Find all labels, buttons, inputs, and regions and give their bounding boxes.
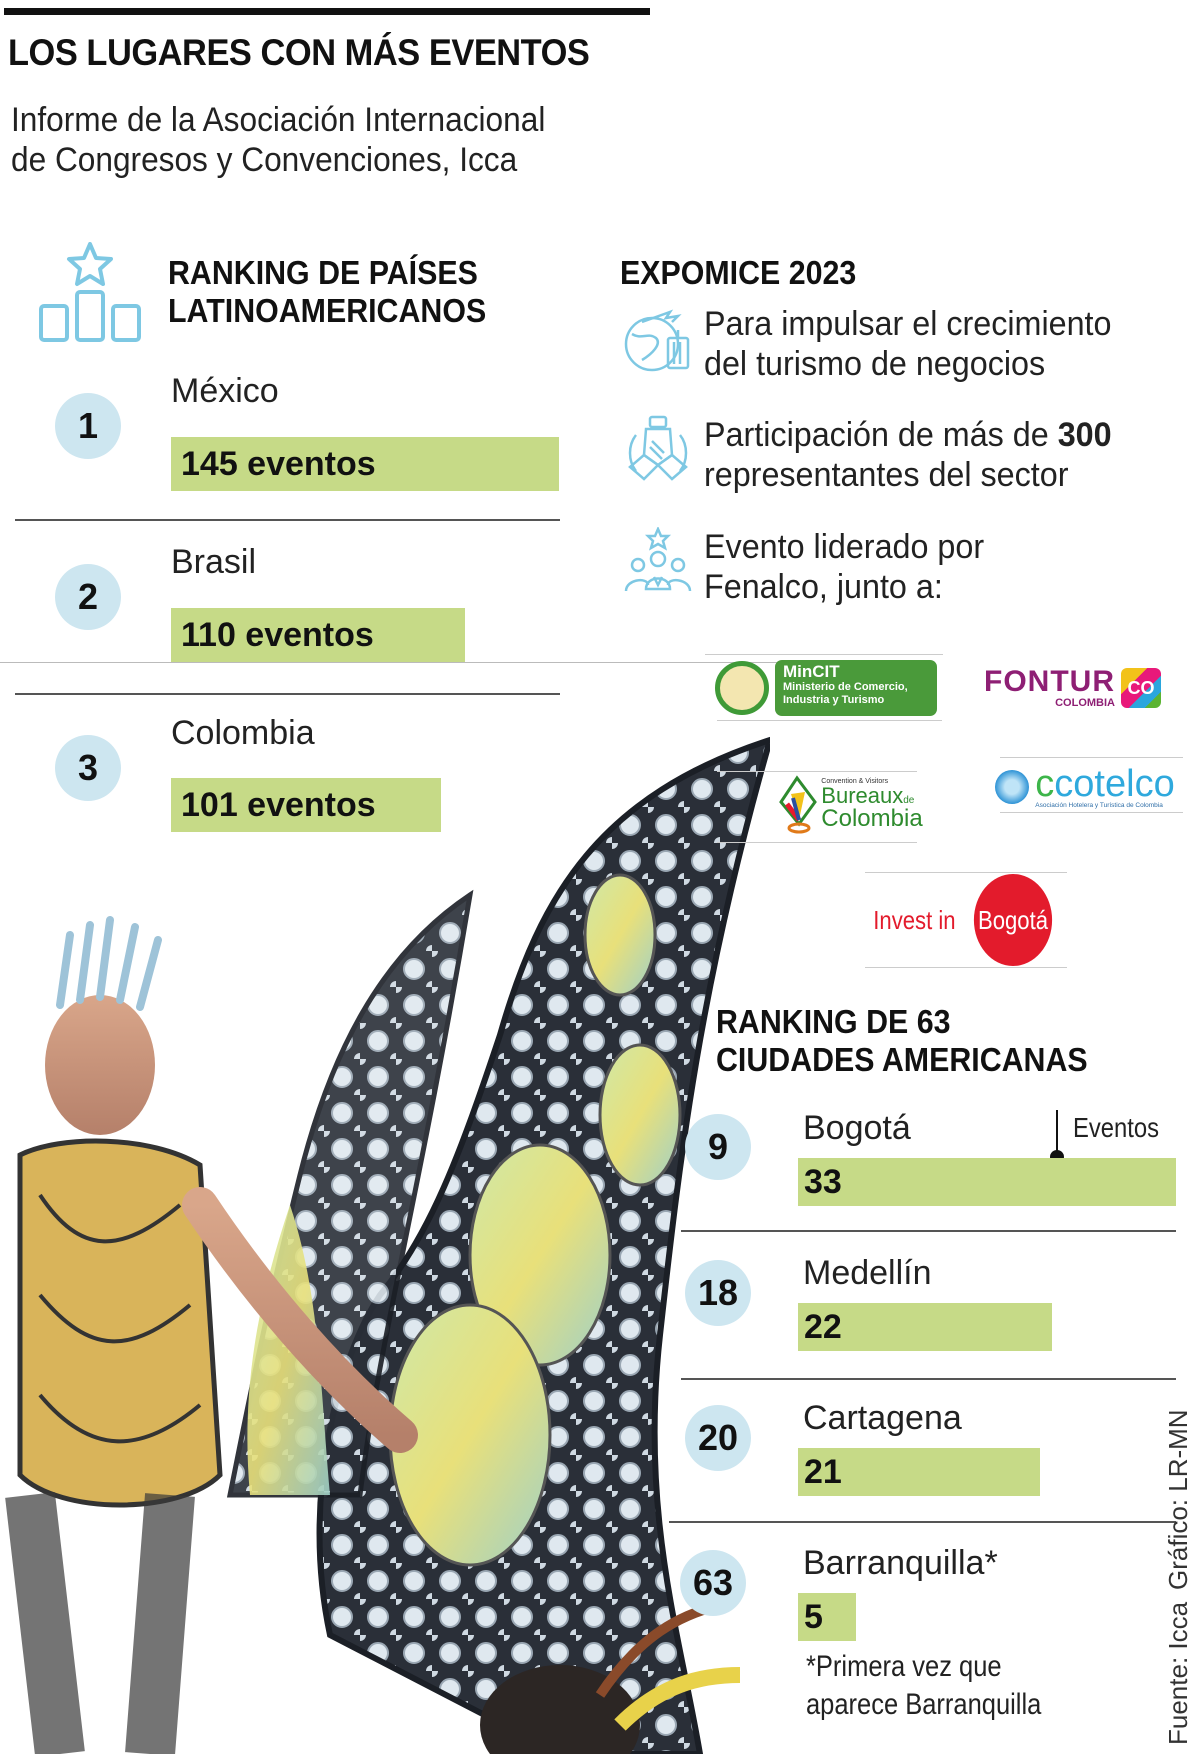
bureaux-title: Bureaux — [821, 782, 904, 808]
bureaux-house-icon — [777, 774, 819, 834]
bureaux-top-text: Convention & Visitors — [821, 777, 889, 785]
city-value-bar: 22 — [798, 1303, 1052, 1351]
rank-badge: 1 — [55, 393, 121, 459]
divider — [15, 693, 560, 695]
country-value-bar: 101 eventos — [171, 778, 441, 832]
city-value-bar: 21 — [798, 1448, 1040, 1496]
city-value-bar: 5 — [798, 1593, 856, 1641]
bureaux-colombia: Colombia — [821, 804, 923, 832]
fontur-co-badge: CO — [1120, 668, 1161, 708]
expomice-item-line: Para impulsar el crecimiento — [704, 305, 1112, 343]
mincit-subtitle-1: Ministerio de Comercio, — [783, 681, 908, 693]
countries-heading-line-1: RANKING DE PAÍSES — [168, 254, 478, 291]
cities-heading-line-2: CIUDADES AMERICANAS — [716, 1041, 1088, 1078]
divider — [669, 1521, 1176, 1523]
footnote: *Primera vez que aparece Barranquilla — [806, 1648, 1041, 1724]
divider — [681, 1230, 1176, 1232]
legend-label: Eventos — [1073, 1112, 1159, 1143]
invest-city: Bogotá — [973, 874, 1053, 966]
city-name: Barranquilla* — [803, 1544, 998, 1582]
divider — [717, 720, 942, 721]
source-credit: Fuente: Icca — [1163, 1601, 1193, 1745]
fontur-subtitle: COLOMBIA — [1055, 697, 1115, 709]
expomice-item-line: del turismo de negocios — [704, 345, 1046, 383]
graphic-credit: Gráfico: LR-MN — [1163, 1409, 1193, 1590]
page-subtitle: Informe de la Asociación Internacional d… — [11, 100, 545, 180]
mincit-title: MinCIT — [783, 662, 840, 681]
cotelco-gem-icon — [995, 770, 1030, 804]
expomice-item: Para impulsar el crecimiento del turismo… — [622, 304, 1133, 384]
colombia-coat-of-arms-icon — [715, 661, 769, 715]
carnival-dancer-photo — [0, 735, 770, 1754]
podium-star-icon — [38, 242, 142, 347]
cotelco-subtitle: Asociación Hotelera y Turística de Colom… — [1035, 801, 1163, 809]
team-leader-icon — [622, 525, 694, 599]
country-name: Colombia — [171, 714, 315, 752]
cotelco-title: cotelco — [1054, 762, 1175, 805]
divider — [681, 1378, 1176, 1380]
mincit-logo: MinCIT Ministerio de Comercio, Industria… — [710, 658, 942, 718]
divider — [0, 662, 935, 663]
globe-travel-icon — [622, 304, 694, 376]
page-title: LOS LUGARES CON MÁS EVENTOS — [8, 32, 590, 73]
participants-count: 300 — [1057, 416, 1112, 454]
country-value-bar: 145 eventos — [171, 437, 559, 491]
city-name: Medellín — [803, 1254, 932, 1292]
teamwork-hands-icon — [622, 415, 694, 487]
divider — [717, 771, 917, 772]
expomice-item-text: Participación de más de 300 representant… — [704, 415, 1112, 495]
rank-badge: 9 — [685, 1114, 751, 1180]
footnote-line-1: *Primera vez que — [806, 1650, 1002, 1683]
expomice-item: Participación de más de 300 representant… — [622, 415, 1133, 495]
bureaux-colombia-logo: Convention & Visitors Bureauxde Colombia — [770, 764, 930, 844]
legend-line — [1056, 1110, 1058, 1155]
divider — [705, 654, 943, 655]
expomice-item-line: Fenalco, junto a: — [704, 568, 943, 606]
footnote-line-2: aparece Barranquilla — [806, 1688, 1042, 1721]
participation-text: Participación de más de — [704, 416, 1058, 454]
bureaux-de: de — [903, 794, 915, 806]
fontur-logo: FONTUR COLOMBIA CO — [970, 660, 1175, 716]
rank-badge: 63 — [680, 1550, 746, 1616]
divider — [1000, 757, 1183, 758]
expomice-item-line: representantes del sector — [704, 456, 1069, 494]
countries-heading-line-2: LATINOAMERICANOS — [168, 292, 487, 329]
rank-badge: 2 — [55, 564, 121, 630]
city-value-bar: 33 — [798, 1158, 1176, 1206]
country-value-bar: 110 eventos — [171, 608, 465, 662]
expomice-item-text: Para impulsar el crecimiento del turismo… — [704, 304, 1111, 384]
countries-ranking-heading: RANKING DE PAÍSES LATINOAMERICANOS — [168, 254, 486, 330]
cities-heading-line-1: RANKING DE 63 — [716, 1003, 951, 1040]
rank-badge: 20 — [685, 1405, 751, 1471]
expomice-heading: EXPOMICE 2023 — [620, 254, 857, 291]
invest-prefix: Invest in — [873, 904, 956, 935]
cities-ranking-heading: RANKING DE 63 CIUDADES AMERICANAS — [716, 1003, 1088, 1079]
mincit-subtitle-2: Industria y Turismo — [783, 694, 885, 706]
expomice-item: Evento liderado por Fenalco, junto a: — [622, 525, 999, 607]
country-name: México — [171, 372, 279, 410]
fontur-title: FONTUR — [984, 665, 1115, 698]
subtitle-line-2: de Congresos y Convenciones, Icca — [11, 141, 518, 179]
rank-badge: 3 — [55, 735, 121, 801]
expomice-item-text: Evento liderado por Fenalco, junto a: — [704, 527, 984, 607]
divider — [865, 967, 1067, 968]
city-name: Bogotá — [803, 1109, 911, 1147]
expomice-item-line: Evento liderado por — [704, 528, 985, 566]
invest-in-bogota-logo: Invest in Bogotá — [860, 874, 1065, 966]
expomice-item-line: Participación de más de 300 — [704, 415, 1112, 455]
rank-badge: 18 — [685, 1260, 751, 1326]
top-rule — [4, 8, 650, 15]
divider — [1000, 812, 1183, 813]
divider — [717, 842, 917, 843]
subtitle-line-1: Informe de la Asociación Internacional — [11, 101, 546, 139]
country-name: Brasil — [171, 543, 257, 581]
divider — [15, 519, 560, 521]
divider — [865, 872, 1067, 873]
city-name: Cartagena — [803, 1399, 962, 1437]
cotelco-logo: ccotelco Asociación Hotelera y Turística… — [985, 762, 1185, 812]
